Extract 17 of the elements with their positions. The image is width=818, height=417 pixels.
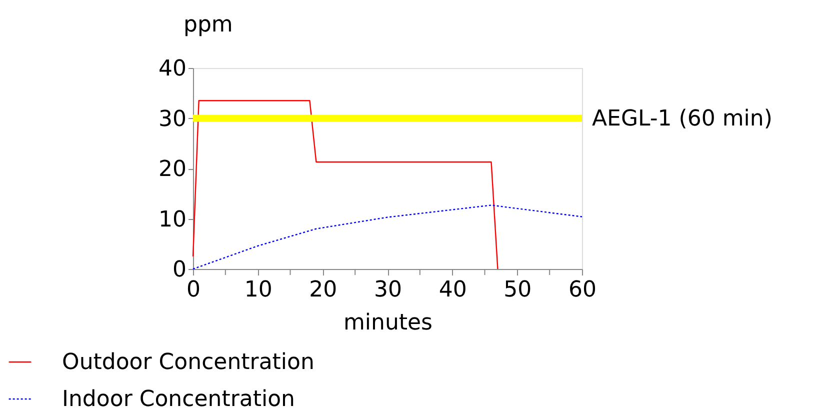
line-series — [192, 100, 498, 270]
ref-line-label: AEGL-1 (60 min) — [592, 106, 772, 132]
x-tick-label: 50 — [504, 278, 532, 302]
x-tick-label: 10 — [244, 278, 272, 302]
y-tick-label: 40 — [158, 56, 186, 82]
y-tick-label: 10 — [158, 207, 186, 232]
y-axis-title: ppm — [184, 12, 233, 38]
y-tick-label: 30 — [158, 106, 186, 132]
y-tick-label: 20 — [158, 157, 186, 182]
x-tick-label: 40 — [438, 278, 467, 302]
x-tick-label: 20 — [309, 278, 338, 302]
y-tick-label: 0 — [172, 258, 186, 282]
x-tick-label: 60 — [568, 278, 596, 302]
x-tick-label: 30 — [374, 278, 402, 302]
legend-label: Indoor Concentration — [62, 387, 295, 412]
x-axis-title: minutes — [343, 310, 433, 336]
legend-label: Outdoor Concentration — [62, 350, 314, 375]
